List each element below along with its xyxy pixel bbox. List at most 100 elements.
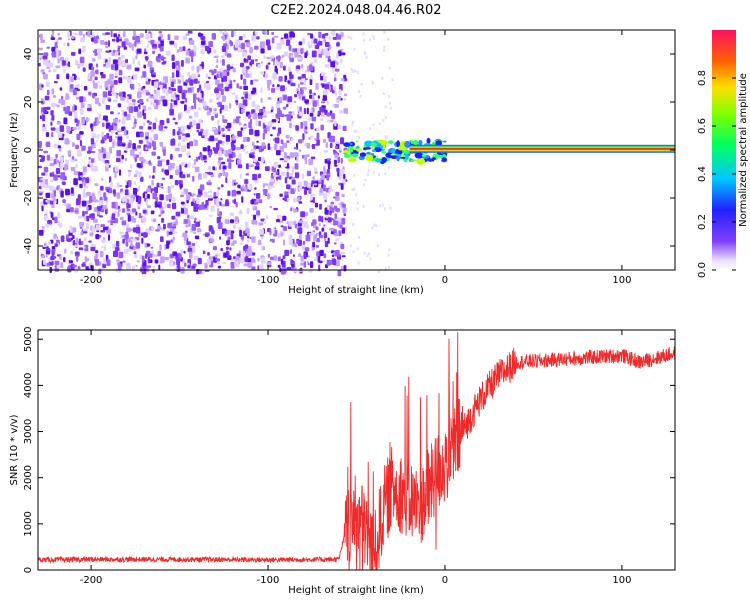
noise-cell (329, 142, 333, 148)
noise-cell (174, 43, 178, 49)
noise-cell (126, 211, 131, 214)
noise-cell (387, 253, 390, 257)
noise-cell (113, 80, 118, 85)
noise-cell (186, 241, 191, 246)
noise-cell (296, 240, 299, 243)
transition-cell (359, 152, 367, 157)
noise-cell (166, 240, 171, 245)
noise-cell (39, 192, 43, 196)
noise-cell (287, 80, 291, 84)
noise-cell (191, 193, 196, 196)
noise-cell (214, 254, 218, 258)
noise-cell (209, 182, 212, 186)
noise-cell (326, 112, 331, 117)
noise-cell (112, 87, 115, 93)
noise-cell (103, 226, 108, 231)
noise-cell (215, 142, 220, 150)
noise-cell (91, 94, 95, 98)
noise-cell (210, 174, 215, 178)
spectrum-signal (343, 137, 675, 165)
noise-cell (58, 132, 63, 138)
noise-cell (173, 223, 176, 229)
noise-cell (216, 92, 221, 99)
noise-cell (327, 50, 330, 57)
noise-cell (267, 193, 270, 200)
noise-cell (309, 94, 313, 99)
noise-cell (60, 158, 64, 165)
noise-cell (75, 144, 79, 150)
noise-cell (263, 127, 267, 134)
noise-cell (159, 84, 163, 89)
noise-cell (223, 252, 228, 258)
noise-cell (78, 31, 83, 36)
noise-cell (44, 184, 50, 188)
noise-cell (44, 95, 50, 101)
noise-cell (205, 199, 209, 206)
noise-cell (138, 212, 142, 217)
noise-cell (151, 218, 154, 222)
noise-cell (241, 196, 244, 203)
noise-cell (279, 158, 285, 161)
noise-cell (79, 108, 84, 115)
noise-cell (117, 103, 122, 108)
noise-cell (82, 67, 86, 72)
noise-cell (240, 144, 244, 149)
transition-cell (370, 146, 375, 150)
noise-cell (172, 231, 178, 234)
noise-cell (223, 124, 226, 127)
noise-cell (340, 158, 343, 164)
noise-cell (267, 253, 270, 258)
noise-cell (76, 237, 79, 243)
noise-cell (300, 262, 304, 266)
noise-cell (260, 237, 264, 240)
noise-cell (207, 252, 210, 256)
noise-cell (128, 197, 133, 204)
noise-cell (307, 41, 310, 47)
noise-cell (57, 32, 60, 36)
noise-cell (250, 199, 255, 205)
noise-cell (340, 58, 343, 63)
noise-cell (324, 219, 328, 223)
noise-cell (139, 156, 144, 162)
noise-cell (135, 194, 138, 197)
noise-cell (372, 170, 375, 174)
noise-cell (117, 140, 123, 147)
noise-cell (76, 96, 81, 100)
noise-cell (89, 213, 93, 219)
noise-cell (166, 118, 170, 124)
transition-cell (404, 149, 410, 155)
noise-cell (237, 184, 241, 189)
noise-cell (146, 43, 149, 49)
noise-cell (92, 58, 96, 62)
noise-cell (138, 139, 143, 144)
noise-cell (243, 263, 248, 267)
noise-cell (227, 53, 232, 58)
transition-cell (350, 146, 354, 153)
noise-cell (237, 48, 243, 53)
noise-cell (180, 162, 186, 166)
noise-cell (280, 113, 285, 118)
noise-cell (51, 132, 54, 138)
noise-cell (352, 120, 355, 124)
noise-cell (116, 49, 121, 53)
noise-cell (191, 224, 196, 231)
noise-cell (258, 120, 261, 127)
noise-cell (362, 38, 365, 42)
noise-cell (204, 191, 208, 198)
noise-cell (318, 223, 321, 227)
noise-cell (74, 87, 79, 90)
noise-cell (175, 70, 180, 78)
noise-cell (107, 220, 112, 223)
noise-cell (158, 43, 161, 49)
y-tick-label: 4000 (23, 373, 34, 398)
noise-cell (314, 202, 319, 208)
noise-cell (252, 141, 255, 147)
noise-cell (286, 104, 289, 108)
noise-cell (338, 89, 342, 95)
noise-cell (388, 95, 390, 98)
noise-cell (282, 226, 287, 231)
noise-cell (55, 153, 58, 159)
transition-cell (396, 155, 400, 162)
noise-cell (306, 260, 309, 264)
noise-cell (222, 134, 226, 137)
